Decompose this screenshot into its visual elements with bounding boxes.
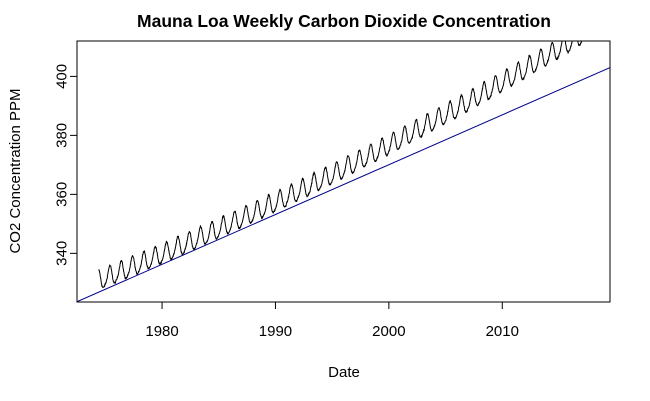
x-tick-label: 2000 <box>372 323 405 340</box>
y-tick-label: 400 <box>54 64 71 89</box>
x-axis: 1980 1990 2000 2010 <box>145 301 519 340</box>
series-layer <box>98 41 583 288</box>
x-tick-label: 2010 <box>486 323 519 340</box>
fit-line-layer <box>77 67 610 302</box>
y-axis: 340 360 380 400 <box>54 64 78 266</box>
chart-title: Mauna Loa Weekly Carbon Dioxide Concentr… <box>137 11 551 31</box>
y-tick-label: 340 <box>54 241 71 266</box>
y-tick-label: 360 <box>54 182 71 207</box>
linear-fit-line <box>77 67 610 302</box>
x-tick-label: 1990 <box>259 323 292 340</box>
y-axis-label: CO2 Concentration PPM <box>7 88 24 253</box>
weekly-co2-series <box>98 41 583 288</box>
x-tick-label: 1980 <box>145 323 178 340</box>
y-tick-label: 380 <box>54 123 71 148</box>
x-axis-label: Date <box>328 364 360 381</box>
